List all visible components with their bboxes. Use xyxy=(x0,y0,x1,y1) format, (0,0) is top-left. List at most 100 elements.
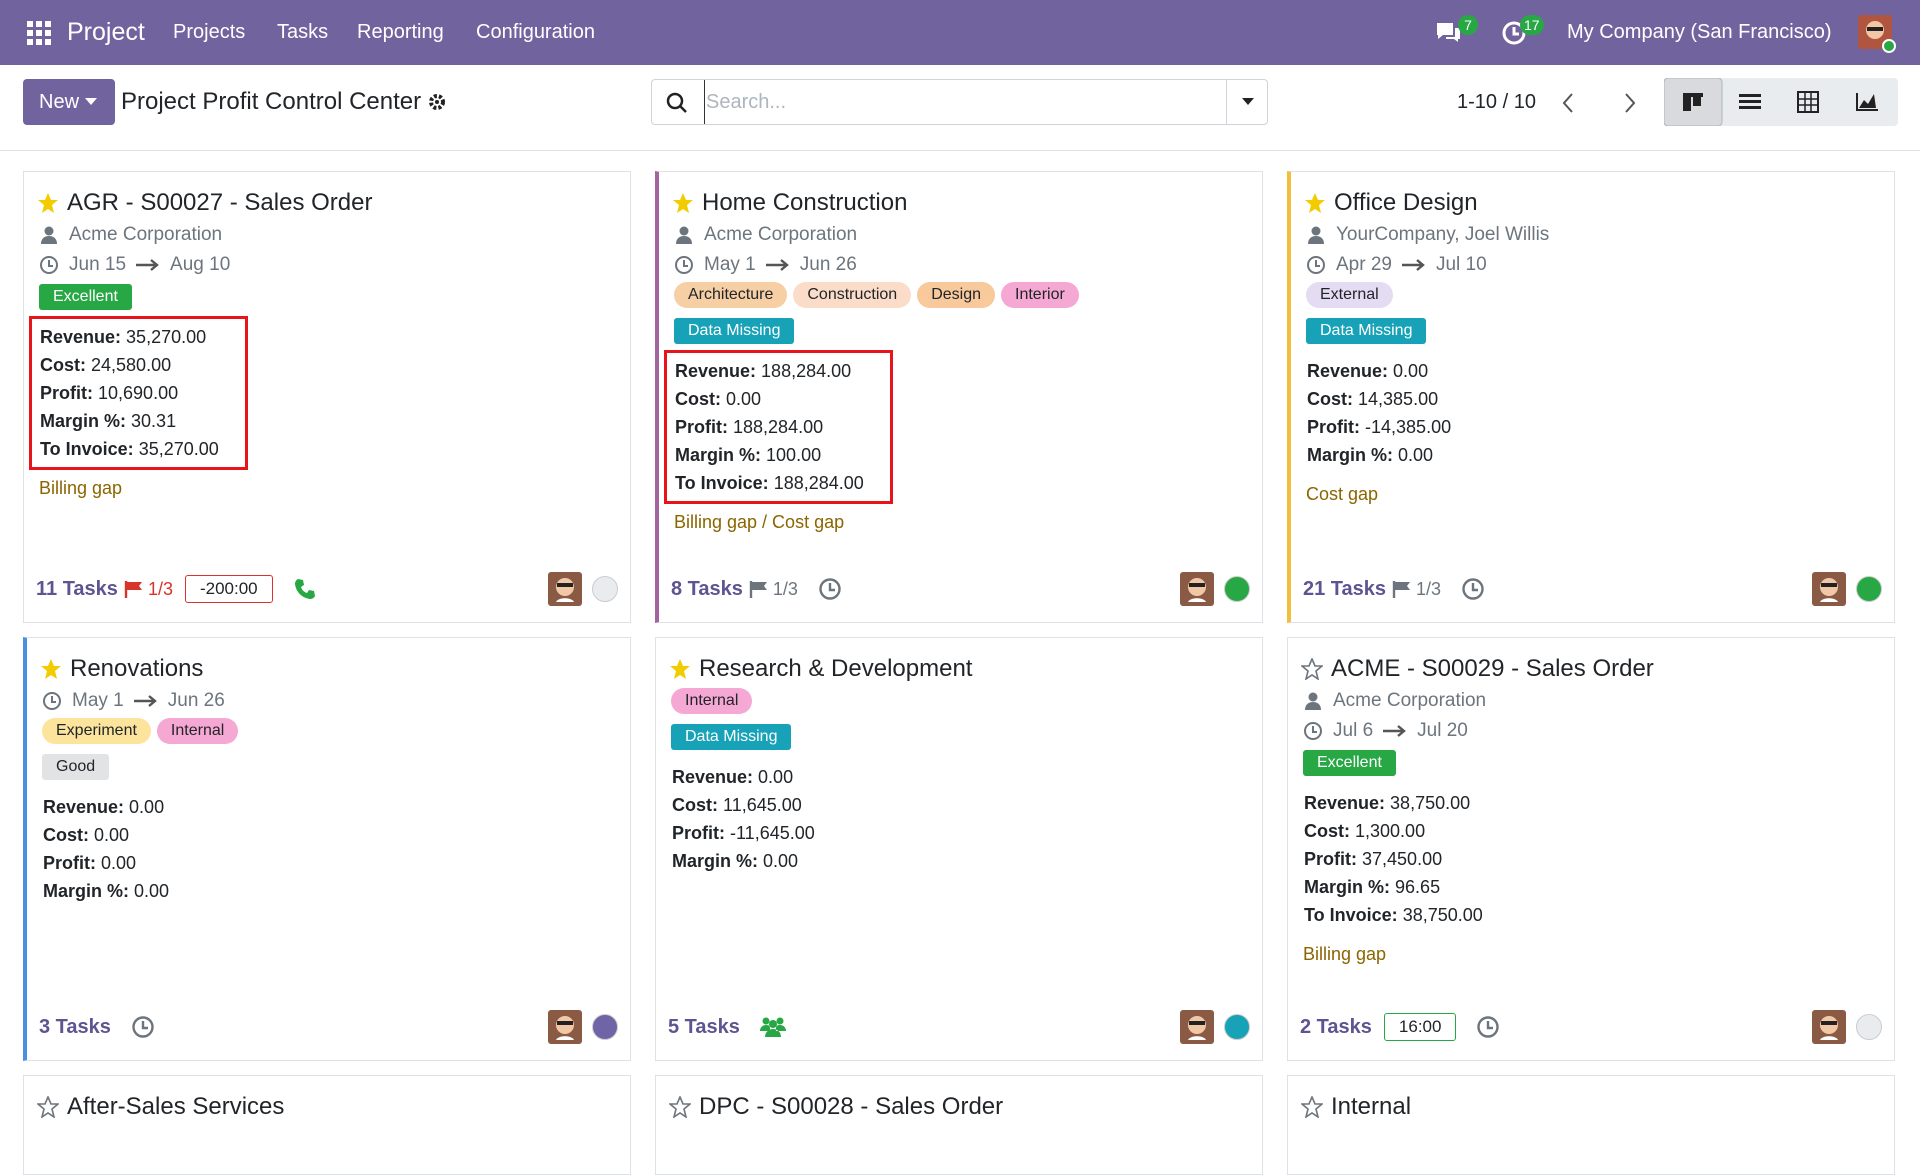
menu-item[interactable]: Configuration xyxy=(476,21,595,43)
pager-arrows[interactable] xyxy=(1562,92,1642,114)
view-switcher[interactable] xyxy=(1663,77,1898,127)
date-end: Jun 26 xyxy=(799,254,857,275)
date-start: Apr 29 xyxy=(1336,254,1392,275)
field-label: Cost: xyxy=(43,825,89,845)
card-title: DPC - S00028 - Sales Order xyxy=(669,1090,1248,1124)
view-title-text: Project Profit Control Center xyxy=(121,88,422,115)
gear-icon[interactable] xyxy=(428,93,446,111)
tasks-link[interactable]: 2 Tasks xyxy=(1300,1016,1372,1039)
people-icon xyxy=(759,1017,786,1037)
app-name[interactable]: Project xyxy=(67,18,145,46)
project-card[interactable]: DPC - S00028 - Sales Order xyxy=(655,1075,1263,1175)
milestone: 1/3 xyxy=(1392,579,1441,600)
company-name[interactable]: My Company (San Francisco) xyxy=(1567,21,1832,43)
project-card[interactable]: Office Design YourCompany, Joel Willis Apr… xyxy=(1287,171,1895,623)
field-label: To Invoice: xyxy=(1304,905,1398,925)
star-filled-part xyxy=(38,193,58,213)
messages-icon[interactable] xyxy=(1434,20,1462,46)
field: To Invoice: 38,750.00 xyxy=(1304,901,1483,929)
title-text[interactable]: AGR - S00027 - Sales Order xyxy=(67,189,373,216)
project-card[interactable]: Internal xyxy=(1287,1075,1895,1175)
tasks-count: 8 Tasks xyxy=(671,577,743,600)
field: Cost: 24,580.00 xyxy=(40,351,219,379)
status-dot[interactable] xyxy=(1856,1014,1882,1040)
star-empty xyxy=(669,1096,691,1118)
status-dot[interactable] xyxy=(1224,576,1250,602)
title-text[interactable]: Research & Development xyxy=(699,655,973,682)
fields-row: Revenue: 0.00 Cost: 11,645.00 Profit: -11,… xyxy=(671,756,1248,882)
field: Revenue: 0.00 xyxy=(43,793,169,821)
project-card[interactable]: Renovations May 1 Jun 26 Experiment Internal… xyxy=(23,637,631,1061)
title-text[interactable]: Home Construction xyxy=(702,189,908,216)
apps-icon[interactable] xyxy=(27,21,51,45)
project-card[interactable]: ACME - S00029 - Sales Order Acme Corporat… xyxy=(1287,637,1895,1061)
arrow-icon-part xyxy=(136,259,159,271)
field-value: -14,385.00 xyxy=(1365,417,1452,437)
tasks-link[interactable]: 8 Tasks xyxy=(671,578,743,601)
search-dropdown[interactable] xyxy=(1242,98,1254,106)
view-title: Project Profit Control Center xyxy=(121,79,446,125)
project-card[interactable]: AGR - S00027 - Sales Order Acme Corporati… xyxy=(23,171,631,623)
clock-icon-part xyxy=(43,692,61,710)
menu-item[interactable]: Tasks xyxy=(277,21,329,43)
person-icon-part xyxy=(41,236,57,244)
manager-avatar-part xyxy=(557,1021,573,1025)
field-label: Profit: xyxy=(43,853,96,873)
user-avatar[interactable] xyxy=(1858,15,1896,53)
field-label: Profit: xyxy=(1304,849,1357,869)
title-text[interactable]: Office Design xyxy=(1334,189,1478,216)
manager-avatar-part xyxy=(556,1036,574,1040)
control-panel: New Project Profit Control Center Search… xyxy=(0,65,1920,151)
status-dot[interactable] xyxy=(592,1014,618,1040)
field-value: 188,284.00 xyxy=(773,473,864,493)
assignees xyxy=(1812,1010,1882,1044)
new-button[interactable]: New xyxy=(23,79,115,125)
field-label: Margin %: xyxy=(1307,445,1394,465)
title-text[interactable]: DPC - S00028 - Sales Order xyxy=(699,1093,1004,1120)
pager-value: 1-10 / 10 xyxy=(1457,91,1536,113)
fields-row: Revenue: 188,284.00 Cost: 0.00 Profit: 188… xyxy=(664,350,1248,504)
tasks-link[interactable]: 11 Tasks xyxy=(36,578,118,601)
field-value: 38,750.00 xyxy=(1402,905,1483,925)
person-icon-part xyxy=(1308,692,1318,702)
status-dot[interactable] xyxy=(592,576,618,602)
search-box[interactable]: Search... xyxy=(651,79,1268,125)
tasks-link[interactable]: 3 Tasks xyxy=(39,1016,111,1039)
phone-icon-part xyxy=(294,579,315,599)
menu-item[interactable]: Reporting xyxy=(357,21,444,43)
project-card[interactable]: Research & Development Internal Data Missi… xyxy=(655,637,1263,1061)
tasks-link[interactable]: 21 Tasks xyxy=(1303,578,1386,601)
star-filled-part xyxy=(1305,193,1325,213)
customer: Acme Corporation xyxy=(1303,686,1880,716)
project-card[interactable]: Home Construction Acme Corporation May 1 Ju… xyxy=(655,171,1263,623)
project-card[interactable]: After-Sales Services xyxy=(23,1075,631,1175)
title-text[interactable]: Internal xyxy=(1331,1093,1412,1120)
menu-item[interactable]: Projects xyxy=(173,21,246,43)
manager-avatar xyxy=(1812,1010,1846,1044)
clock-icon-part xyxy=(1315,260,1320,267)
dates: May 1 Jun 26 xyxy=(42,686,616,716)
field: Cost: 0.00 xyxy=(43,821,169,849)
title-text[interactable]: ACME - S00029 - Sales Order xyxy=(1331,655,1654,682)
field-value: 35,270.00 xyxy=(126,327,207,347)
gap-note: Cost gap xyxy=(1306,484,1379,504)
field: Margin %: 0.00 xyxy=(1307,441,1451,469)
status-dot[interactable] xyxy=(1224,1014,1250,1040)
field: Revenue: 0.00 xyxy=(1307,357,1451,385)
field: Cost: 0.00 xyxy=(675,385,864,413)
tasks-count: 11 Tasks xyxy=(36,577,118,600)
clock-icon xyxy=(43,692,61,710)
clock-icon-part xyxy=(51,696,56,703)
field-label: Revenue: xyxy=(675,361,757,381)
star-filled xyxy=(38,193,58,213)
tasks-link[interactable]: 5 Tasks xyxy=(668,1016,740,1039)
new-label: New xyxy=(39,91,80,113)
title-text[interactable]: Renovations xyxy=(70,655,204,682)
field: Revenue: 188,284.00 xyxy=(675,357,864,385)
fields-row: Revenue: 0.00 Cost: 0.00 Profit: 0.00 Margi… xyxy=(42,786,616,912)
status-dot[interactable] xyxy=(1856,576,1882,602)
manager-avatar-part xyxy=(1820,1036,1838,1040)
field-value: 0.00 xyxy=(726,389,762,409)
people-icon-part xyxy=(776,1017,784,1025)
title-text[interactable]: After-Sales Services xyxy=(67,1093,285,1120)
